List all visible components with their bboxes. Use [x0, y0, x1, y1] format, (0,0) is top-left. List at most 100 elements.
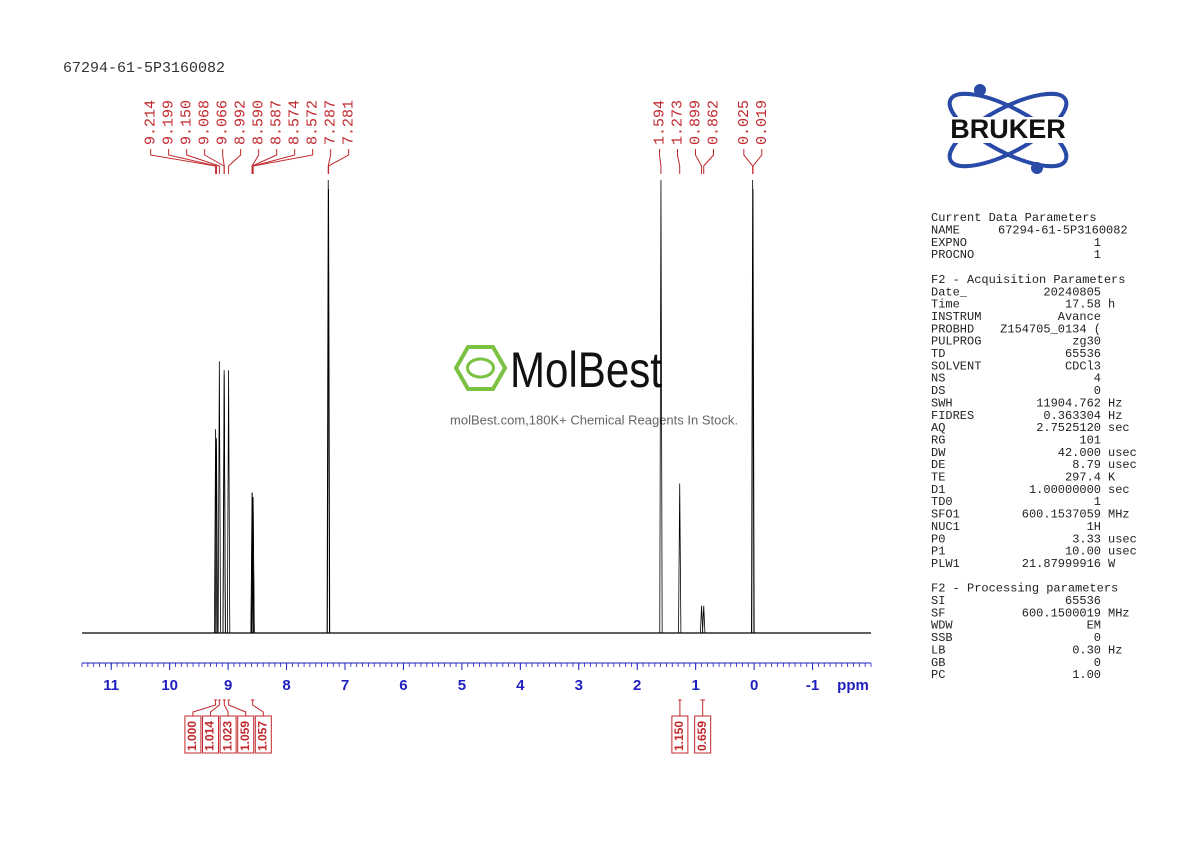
peak	[222, 374, 226, 634]
param-value: 297.4	[1065, 471, 1101, 485]
peak-label: 8.992	[233, 100, 250, 145]
param-value: Avance	[1058, 310, 1101, 324]
param-unit: sec	[1108, 483, 1130, 497]
peak	[214, 429, 218, 634]
param-unit: Hz	[1108, 643, 1122, 657]
label-leader	[252, 149, 314, 174]
param-value: 101	[1079, 433, 1101, 447]
x-tick-label: 10	[161, 677, 178, 694]
param-unit: W	[1108, 557, 1116, 571]
x-tick-label: 2	[633, 677, 641, 694]
peak	[678, 483, 682, 634]
param-value: 0.363304	[1043, 409, 1101, 423]
param-name: D1	[931, 483, 945, 497]
peak-label: 0.862	[705, 100, 722, 145]
param-name: P0	[931, 532, 945, 546]
chart-title: 67294-61-5P3160082	[63, 60, 225, 77]
param-name: DS	[931, 384, 945, 398]
param-name: WDW	[931, 619, 953, 633]
peak	[751, 189, 755, 634]
watermark-tagline: molBest.com,180K+ Chemical Reagents In S…	[450, 412, 738, 427]
param-name: TD0	[931, 495, 953, 509]
param-section-title: F2 - Processing parameters	[931, 582, 1118, 596]
param-value: 1H	[1087, 520, 1101, 534]
peak	[217, 361, 221, 634]
integral-label: 1.014	[203, 721, 217, 751]
param-value: 42.000	[1058, 446, 1101, 460]
param-unit: MHz	[1108, 508, 1130, 522]
label-leader	[168, 149, 217, 174]
integral-leader	[223, 700, 229, 716]
param-value: 21.87999916	[1022, 557, 1101, 571]
param-name: PULPROG	[931, 335, 981, 349]
param-value: 1.00	[1072, 668, 1101, 682]
param-value: 65536	[1065, 347, 1101, 361]
param-value: 67294-61-5P3160082	[998, 224, 1128, 238]
param-unit: sec	[1108, 421, 1130, 435]
peak-label: 8.572	[305, 100, 322, 145]
label-leader	[186, 149, 220, 174]
param-name: SF	[931, 606, 945, 620]
param-value: 17.58	[1065, 298, 1101, 312]
param-unit: usec	[1108, 446, 1137, 460]
param-unit: K	[1108, 471, 1116, 485]
label-leader	[658, 149, 662, 174]
param-name: AQ	[931, 421, 945, 435]
peak-label: 9.066	[215, 100, 232, 145]
x-tick-label: 4	[516, 677, 525, 694]
integral-box	[694, 715, 712, 754]
x-tick-label: -1	[806, 677, 819, 694]
label-leader	[252, 149, 296, 174]
param-value: 65536	[1065, 594, 1101, 608]
label-leader	[703, 149, 714, 174]
param-name: SI	[931, 594, 945, 608]
peak-label: 9.214	[143, 100, 160, 145]
integral-label: 1.000	[185, 721, 199, 751]
label-leader	[150, 149, 217, 174]
peak	[702, 605, 706, 634]
param-section-title: Current Data Parameters	[931, 211, 1097, 225]
integral-leader	[252, 700, 264, 716]
integral-label: 1.023	[220, 721, 234, 751]
integral-label: 1.059	[238, 721, 252, 751]
logo-dot	[1031, 162, 1043, 174]
param-value: 11904.762	[1036, 396, 1101, 410]
peak-label: 7.287	[323, 100, 340, 145]
peak-label: 0.025	[736, 100, 753, 145]
param-name: SSB	[931, 631, 953, 645]
logo-orbit	[947, 91, 1069, 169]
integral-box	[184, 715, 202, 754]
peak	[326, 189, 331, 634]
param-name: TE	[931, 471, 945, 485]
integral-box	[254, 715, 272, 754]
param-value: 0	[1094, 384, 1101, 398]
param-unit: usec	[1108, 532, 1137, 546]
param-name: PROBHD	[931, 322, 974, 336]
param-name: PROCNO	[931, 248, 974, 262]
param-value: 2.7525120	[1036, 421, 1101, 435]
param-value: 1	[1094, 236, 1101, 250]
param-value: EM	[1087, 619, 1101, 633]
param-name: RG	[931, 433, 945, 447]
param-name: SFO1	[931, 508, 960, 522]
ring	[466, 357, 495, 379]
label-leader	[752, 149, 763, 174]
param-value: 1	[1094, 248, 1101, 262]
integral-box	[219, 715, 237, 754]
peak	[214, 438, 219, 634]
param-name: FIDRES	[931, 409, 974, 423]
label-leader	[228, 149, 242, 174]
integral-leader	[210, 700, 220, 716]
label-leader	[328, 149, 350, 174]
x-tick-label: 6	[399, 677, 407, 694]
integral-box	[237, 715, 255, 754]
param-name: PLW1	[931, 557, 960, 571]
param-value: 4	[1094, 372, 1101, 386]
logo-dot	[974, 84, 986, 96]
peak	[659, 179, 663, 634]
peak	[226, 370, 231, 634]
param-name: Time	[931, 298, 960, 312]
x-tick-label: 5	[458, 677, 466, 694]
x-tick-label: 3	[575, 677, 583, 694]
peak-label: 0.899	[687, 100, 704, 145]
